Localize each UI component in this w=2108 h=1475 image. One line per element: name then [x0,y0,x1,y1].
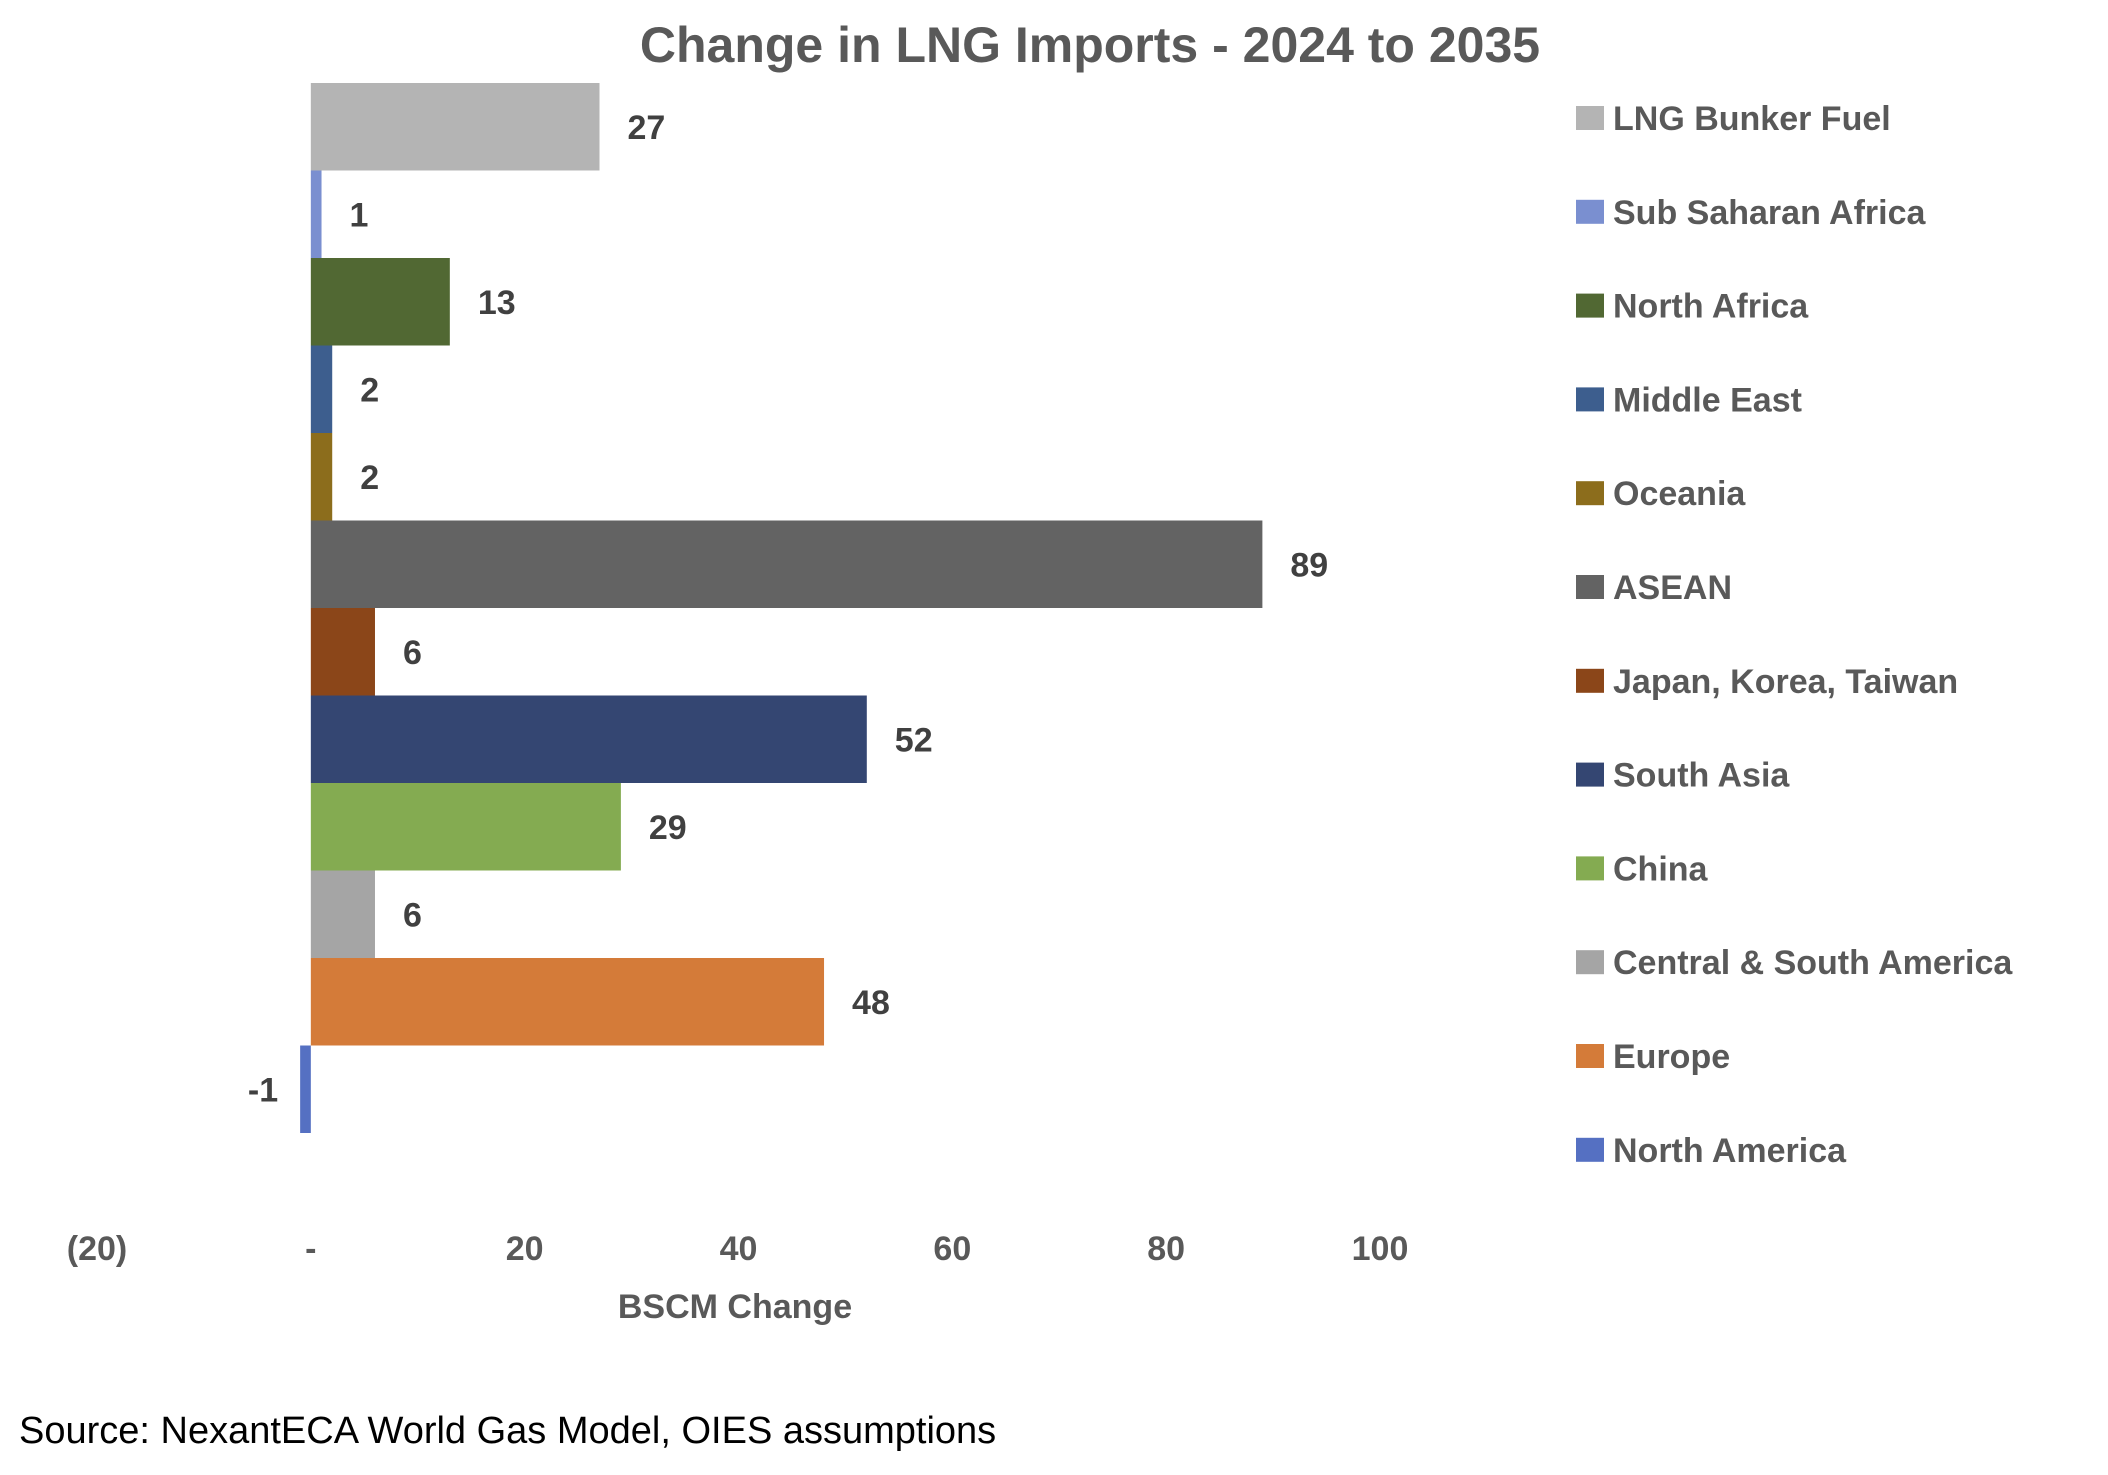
legend-swatch [1576,1137,1604,1162]
data-label-sub-saharan-africa: 1 [350,196,369,234]
x-axis-title: BSCM Change [618,1288,852,1326]
legend-swatch [1576,481,1604,506]
legend-item-asean: ASEAN [1576,569,1732,607]
bar-sub-saharan-africa [310,170,322,258]
legend-swatch [1576,199,1604,224]
x-tick-label: 80 [1147,1230,1185,1268]
x-tick-label: 20 [506,1230,544,1268]
legend-swatch [1576,1044,1604,1068]
data-label-south-asia: 52 [895,721,933,759]
data-label-asean: 89 [1290,546,1328,584]
data-label-north-africa: 13 [478,284,516,322]
legend-label: China [1613,850,1709,888]
legend-item-middle-east: Middle East [1576,381,1802,419]
legend-swatch [1576,950,1604,975]
x-tick-label: 100 [1352,1230,1409,1268]
x-axis-ticks: (20) - 20 40 60 80 100 [67,1230,1409,1268]
bars-group [300,83,1263,1133]
legend-swatch [1576,856,1604,881]
data-label-middle-east: 2 [360,371,379,409]
bar-south-asia [310,695,867,783]
legend-label: Europe [1613,1038,1730,1076]
legend-swatch [1576,575,1604,599]
legend-label: South Asia [1613,757,1790,795]
bar-middle-east [310,345,333,433]
data-labels-group: 27 1 13 2 2 89 6 52 29 6 48 -1 [248,109,1328,1110]
x-tick-label: 60 [933,1230,971,1268]
legend-item-sub-saharan-africa: Sub Saharan Africa [1576,194,1926,232]
legend-swatch [1576,106,1604,130]
bar-central-south-america [310,870,375,958]
bar-asean [310,520,1263,608]
data-label-europe: 48 [852,984,890,1022]
bar-north-africa [310,258,450,346]
x-tick-label: - [305,1230,316,1268]
bar-lng-bunker-fuel [310,83,600,171]
legend-item-europe: Europe [1576,1038,1730,1076]
bar-oceania [310,433,333,521]
bar-europe [310,958,825,1046]
legend-label: North America [1613,1132,1847,1170]
data-label-japan-korea-taiwan: 6 [403,634,422,672]
legend-swatch [1576,387,1604,412]
data-label-china: 29 [649,809,687,847]
legend-item-china: China [1576,850,1709,888]
legend-swatch [1576,293,1604,318]
data-label-oceania: 2 [360,459,379,497]
legend-label: Sub Saharan Africa [1613,194,1926,232]
bar-japan-korea-taiwan [310,608,375,696]
legend-swatch [1576,668,1604,693]
legend-label: North Africa [1613,288,1809,326]
data-label-central-south-america: 6 [403,896,422,934]
legend-label: Middle East [1613,381,1802,419]
legend-label: LNG Bunker Fuel [1613,100,1891,138]
legend-item-central-south-america: Central & South America [1576,944,2013,982]
legend: LNG Bunker Fuel Sub Saharan Africa North A… [1576,100,2013,1170]
legend-item-north-africa: North Africa [1576,288,1809,326]
legend-item-oceania: Oceania [1576,475,1746,513]
legend-swatch [1576,762,1604,787]
legend-label: Japan, Korea, Taiwan [1613,663,1958,701]
bar-china [310,783,621,871]
legend-item-north-america: North America [1576,1132,1847,1170]
chart-title: Change in LNG Imports - 2024 to 2035 [640,17,1540,73]
data-label-lng-bunker-fuel: 27 [628,109,666,147]
x-tick-label: (20) [67,1230,127,1268]
x-tick-label: 40 [720,1230,758,1268]
source-note: Source: NexantECA World Gas Model, OIES … [19,1410,997,1452]
legend-label: ASEAN [1613,569,1732,607]
legend-item-japan-korea-taiwan: Japan, Korea, Taiwan [1576,663,1958,701]
bar-north-america [300,1045,311,1133]
legend-item-south-asia: South Asia [1576,757,1790,795]
data-label-north-america: -1 [248,1071,278,1109]
legend-item-lng-bunker-fuel: LNG Bunker Fuel [1576,100,1891,138]
legend-label: Central & South America [1613,944,2013,982]
legend-label: Oceania [1613,475,1746,513]
